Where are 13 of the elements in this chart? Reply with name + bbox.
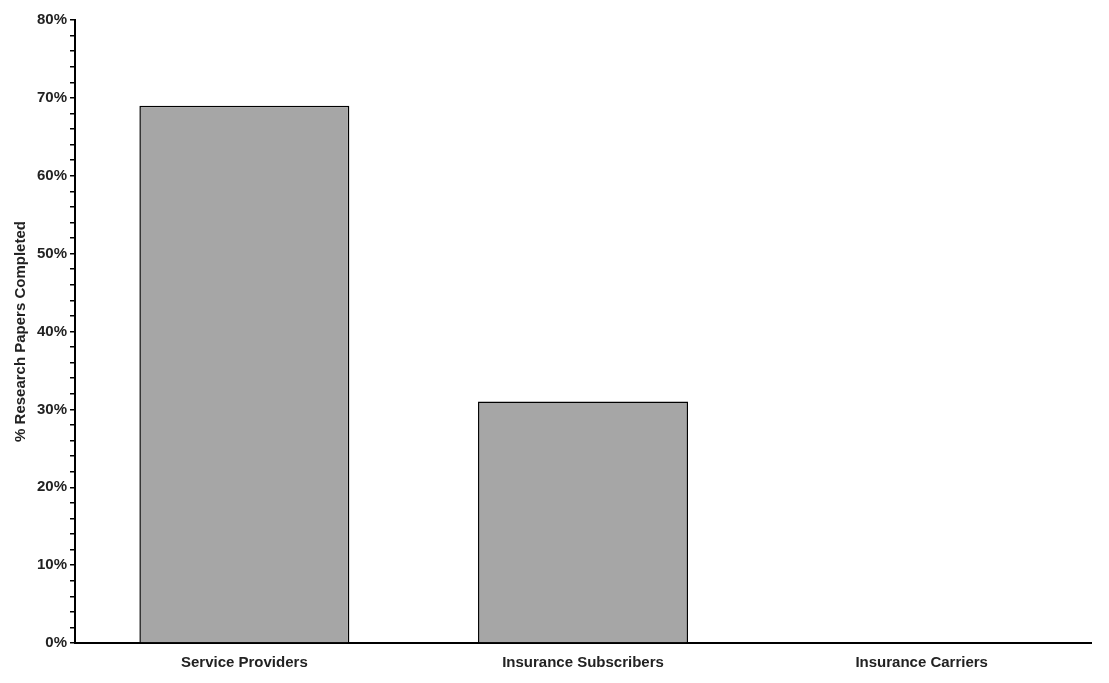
y-tick-label: 20% xyxy=(36,477,68,495)
y-tick-label: 30% xyxy=(36,399,68,417)
x-tick-label: Insurance Carriers xyxy=(855,653,988,671)
y-tick-label: 10% xyxy=(36,555,68,573)
y-tick-label: 70% xyxy=(36,88,68,106)
y-tick-label: 50% xyxy=(36,243,68,261)
x-tick-label: Service Providers xyxy=(180,653,308,671)
y-tick-label: 0% xyxy=(45,633,68,651)
x-tick-label: Insurance Subscribers xyxy=(502,653,664,671)
y-axis-title: % Research Papers Completed xyxy=(11,221,29,442)
y-tick-label: 60% xyxy=(36,165,68,183)
y-tick-label: 80% xyxy=(36,10,68,28)
y-tick-label: 40% xyxy=(36,321,68,339)
